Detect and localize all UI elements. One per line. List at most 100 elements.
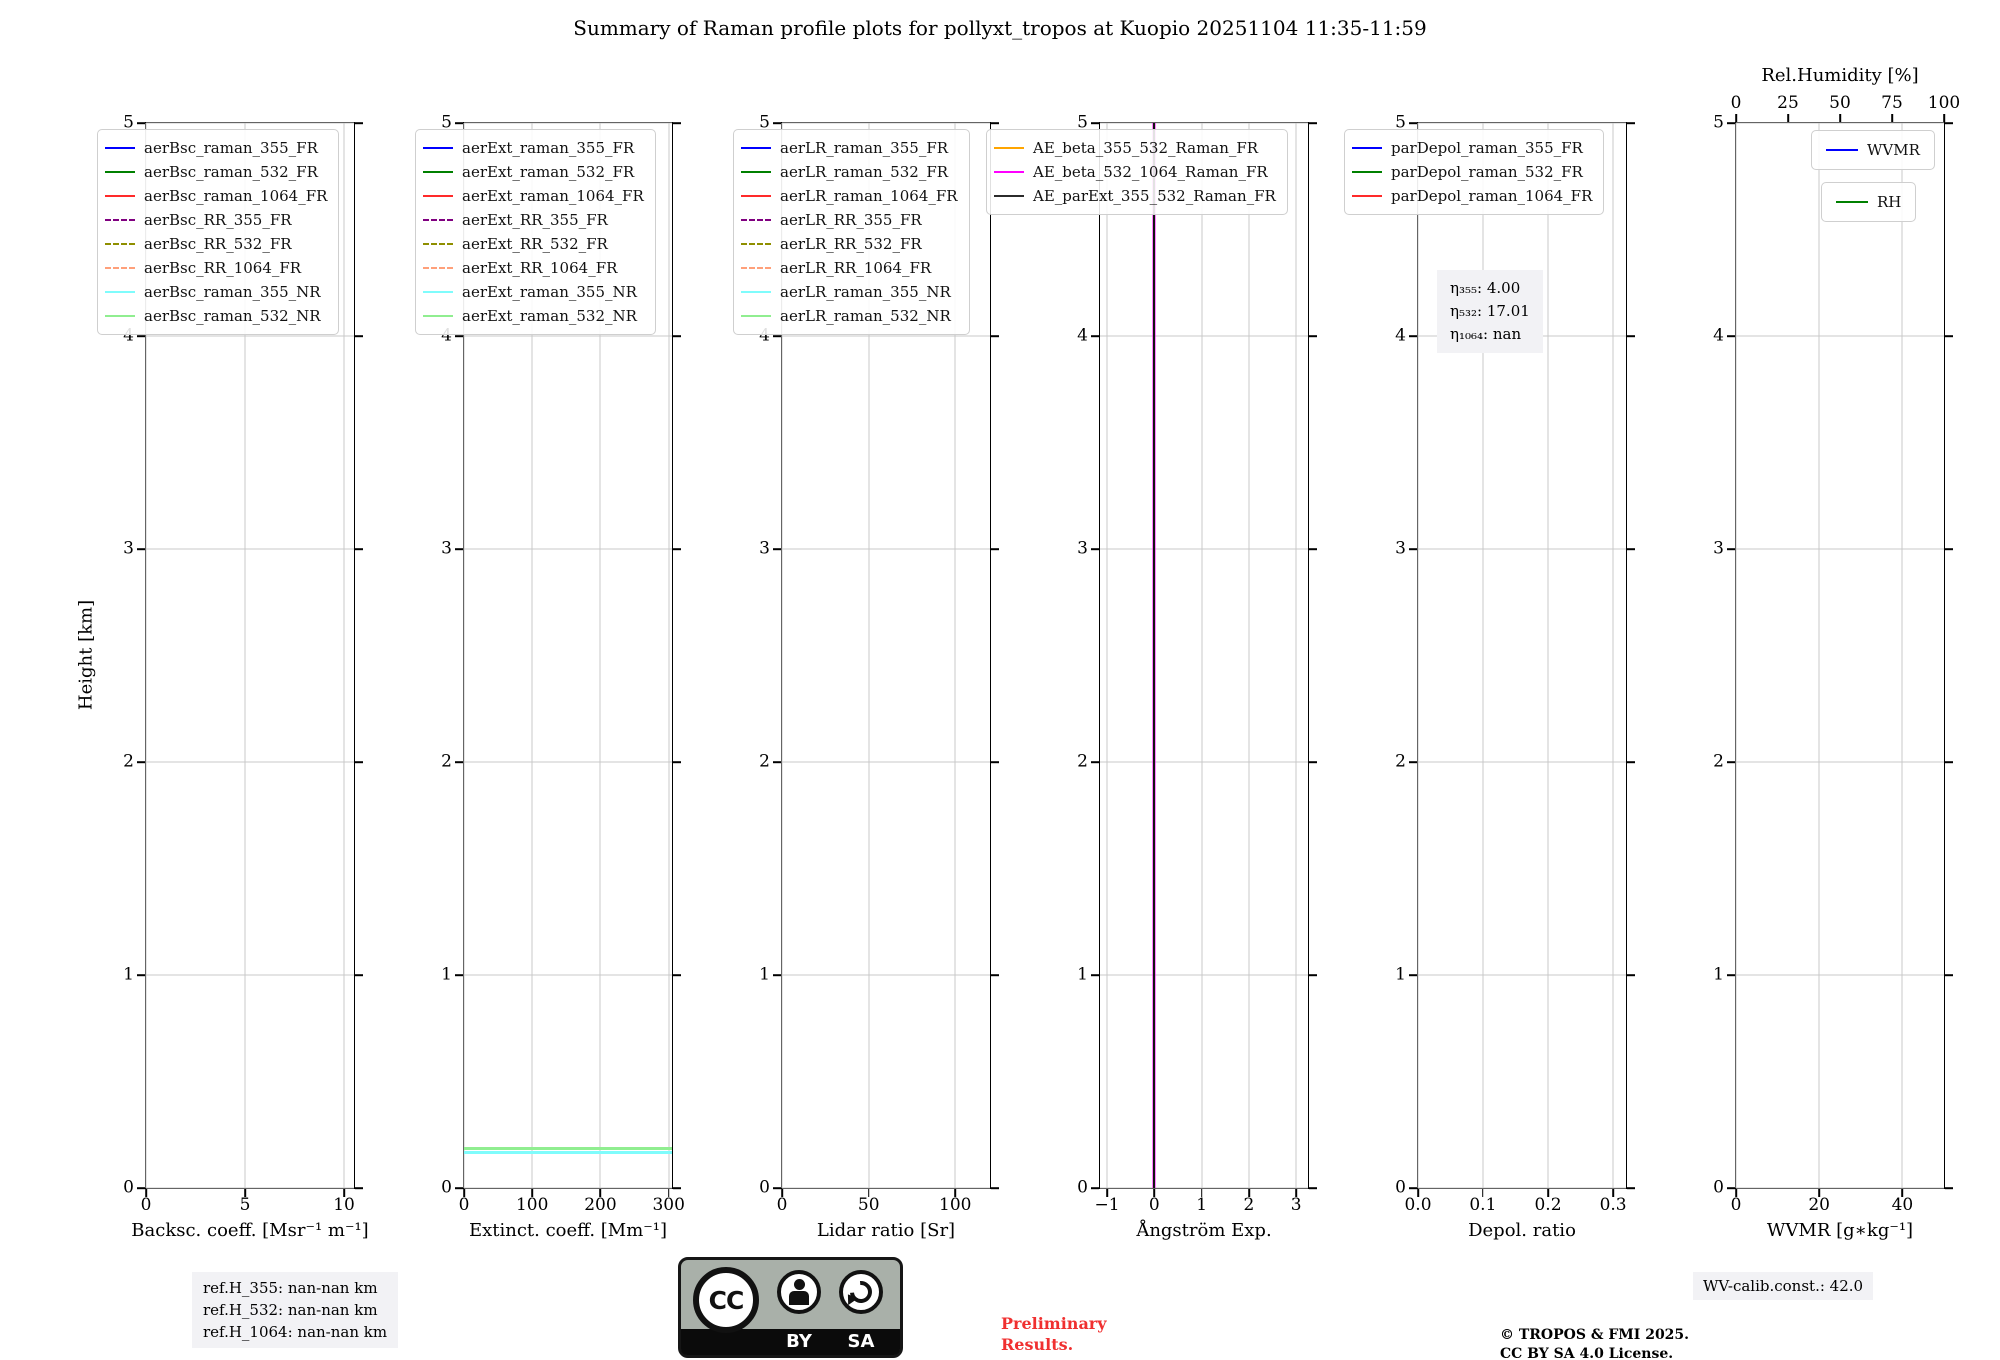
y-gridline bbox=[782, 974, 990, 976]
legend-label: aerBsc_RR_355_FR bbox=[144, 211, 292, 229]
x-tick-label: 1 bbox=[1196, 1195, 1208, 1215]
y-tick-mark bbox=[673, 548, 681, 550]
y-gridline bbox=[464, 122, 672, 124]
legend-line-sample bbox=[105, 291, 135, 293]
x-tick-mark bbox=[531, 1189, 534, 1197]
legend-label: aerBsc_raman_532_NR bbox=[144, 307, 321, 325]
legend-line-sample bbox=[741, 291, 771, 293]
legend-entry: aerExt_raman_355_NR bbox=[423, 280, 644, 304]
top-tick-mark bbox=[1891, 114, 1893, 122]
cc-logo-icon: CC bbox=[693, 1267, 759, 1333]
y-tick-mark bbox=[773, 974, 781, 976]
legend-label: aerLR_RR_355_FR bbox=[780, 211, 922, 229]
y-tick-label: 4 bbox=[1077, 325, 1088, 346]
x-axis-label-backscatter: Backsc. coeff. [Msr⁻¹ m⁻¹] bbox=[131, 1220, 369, 1241]
legend-line-sample bbox=[741, 195, 771, 197]
y-tick-mark bbox=[673, 122, 681, 124]
x-gridline bbox=[781, 123, 783, 1188]
x-gridline bbox=[599, 123, 601, 1188]
y-tick-mark bbox=[355, 974, 363, 976]
y-tick-mark bbox=[1309, 761, 1317, 763]
y-tick-mark bbox=[137, 761, 145, 763]
legend-rh: RH bbox=[1821, 182, 1917, 222]
legend-entry: aerLR_raman_532_NR bbox=[741, 304, 958, 328]
legend-entry: parDepol_raman_1064_FR bbox=[1352, 184, 1592, 208]
legend-label: aerLR_raman_355_NR bbox=[780, 283, 951, 301]
legend-label: aerLR_raman_532_FR bbox=[780, 163, 949, 181]
y-tick-mark bbox=[1727, 761, 1735, 763]
x-tick-label: 100 bbox=[939, 1195, 972, 1215]
legend-entry: aerLR_RR_532_FR bbox=[741, 232, 958, 256]
copyright-line-1: © TROPOS & FMI 2025. bbox=[1500, 1327, 1690, 1343]
y-tick-label: 1 bbox=[1395, 964, 1406, 985]
legend-entry: AE_beta_355_532_Raman_FR bbox=[994, 136, 1276, 160]
preliminary-line-2: Results. bbox=[1001, 1335, 1074, 1354]
y-tick-label: 3 bbox=[759, 538, 770, 559]
top-tick-mark bbox=[1735, 114, 1737, 122]
x-tick-label: 0.0 bbox=[1404, 1195, 1432, 1215]
y-tick-label: 2 bbox=[441, 751, 452, 772]
y-tick-mark bbox=[1945, 1187, 1953, 1189]
legend-line-sample bbox=[105, 171, 135, 173]
y-tick-mark bbox=[1945, 761, 1953, 763]
legend-label: aerExt_raman_532_FR bbox=[462, 163, 635, 181]
x-tick-label: 0 bbox=[1148, 1195, 1160, 1215]
y-tick-label: 0 bbox=[759, 1177, 770, 1198]
data-line-aerExt_raman_532_NR bbox=[464, 1147, 672, 1150]
legend-line-sample bbox=[994, 171, 1024, 173]
y-tick-mark bbox=[673, 761, 681, 763]
x-gridline bbox=[1295, 123, 1297, 1188]
top-tick-label: 50 bbox=[1829, 93, 1851, 113]
x-gridline bbox=[954, 123, 956, 1188]
legend-entry: aerBsc_raman_1064_FR bbox=[105, 184, 327, 208]
y-tick-mark bbox=[991, 974, 999, 976]
x-tick-mark bbox=[1482, 1189, 1484, 1197]
legend-label: aerBsc_raman_532_FR bbox=[144, 163, 318, 181]
y-gridline bbox=[1100, 974, 1308, 976]
y-tick-mark bbox=[1727, 122, 1735, 124]
y-tick-mark bbox=[1945, 548, 1953, 550]
x-tick-mark bbox=[463, 1189, 465, 1197]
y-tick-mark bbox=[673, 1187, 681, 1189]
y-tick-mark bbox=[773, 1187, 781, 1189]
person-head bbox=[793, 1279, 805, 1290]
y-tick-label: 4 bbox=[759, 325, 770, 346]
x-tick-label: 40 bbox=[1891, 1195, 1914, 1215]
x-tick-mark bbox=[1248, 1189, 1250, 1197]
y-tick-label: 4 bbox=[123, 325, 134, 346]
x-gridline bbox=[1482, 123, 1484, 1188]
y-gridline bbox=[146, 1187, 354, 1189]
x-tick-mark bbox=[667, 1189, 670, 1197]
y-tick-mark bbox=[1727, 974, 1735, 976]
y-tick-label: 5 bbox=[123, 112, 134, 133]
x-gridline bbox=[343, 123, 345, 1188]
legend-label: parDepol_raman_355_FR bbox=[1391, 139, 1583, 157]
legend-entry: aerExt_raman_355_FR bbox=[423, 136, 644, 160]
legend-line-sample bbox=[1352, 171, 1382, 173]
y-tick-label: 2 bbox=[1713, 751, 1724, 772]
y-tick-mark bbox=[1945, 122, 1953, 124]
legend-line-sample bbox=[741, 243, 771, 245]
y-gridline bbox=[146, 122, 354, 124]
x-tick-mark bbox=[1153, 1189, 1156, 1197]
preliminary-results-note: Preliminary Results. bbox=[1001, 1313, 1107, 1355]
legend-label: aerExt_RR_1064_FR bbox=[462, 259, 618, 277]
legend-label: aerLR_raman_532_NR bbox=[780, 307, 951, 325]
legend-entry: aerBsc_raman_355_NR bbox=[105, 280, 327, 304]
y-tick-label: 0 bbox=[1395, 1177, 1406, 1198]
x-tick-mark bbox=[1295, 1189, 1297, 1197]
y-tick-label: 2 bbox=[1077, 751, 1088, 772]
legend-label: aerExt_RR_355_FR bbox=[462, 211, 608, 229]
annotation-line: η₅₃₂: 17.01 bbox=[1450, 302, 1530, 320]
y-tick-label: 0 bbox=[441, 1177, 452, 1198]
x-tick-mark bbox=[1818, 1189, 1820, 1197]
x-tick-label: 5 bbox=[239, 1195, 251, 1215]
legend-entry: aerLR_raman_355_NR bbox=[741, 280, 958, 304]
legend-label: WVMR bbox=[1867, 141, 1920, 159]
figure-title: Summary of Raman profile plots for polly… bbox=[573, 16, 1427, 40]
x-tick-mark bbox=[1901, 1189, 1904, 1197]
y-tick-mark bbox=[991, 1187, 999, 1189]
y-tick-label: 5 bbox=[1077, 112, 1088, 133]
copyright-note: © TROPOS & FMI 2025. CC BY SA 4.0 Licens… bbox=[1500, 1326, 1689, 1360]
cc-license-band: BY SA bbox=[681, 1329, 900, 1355]
